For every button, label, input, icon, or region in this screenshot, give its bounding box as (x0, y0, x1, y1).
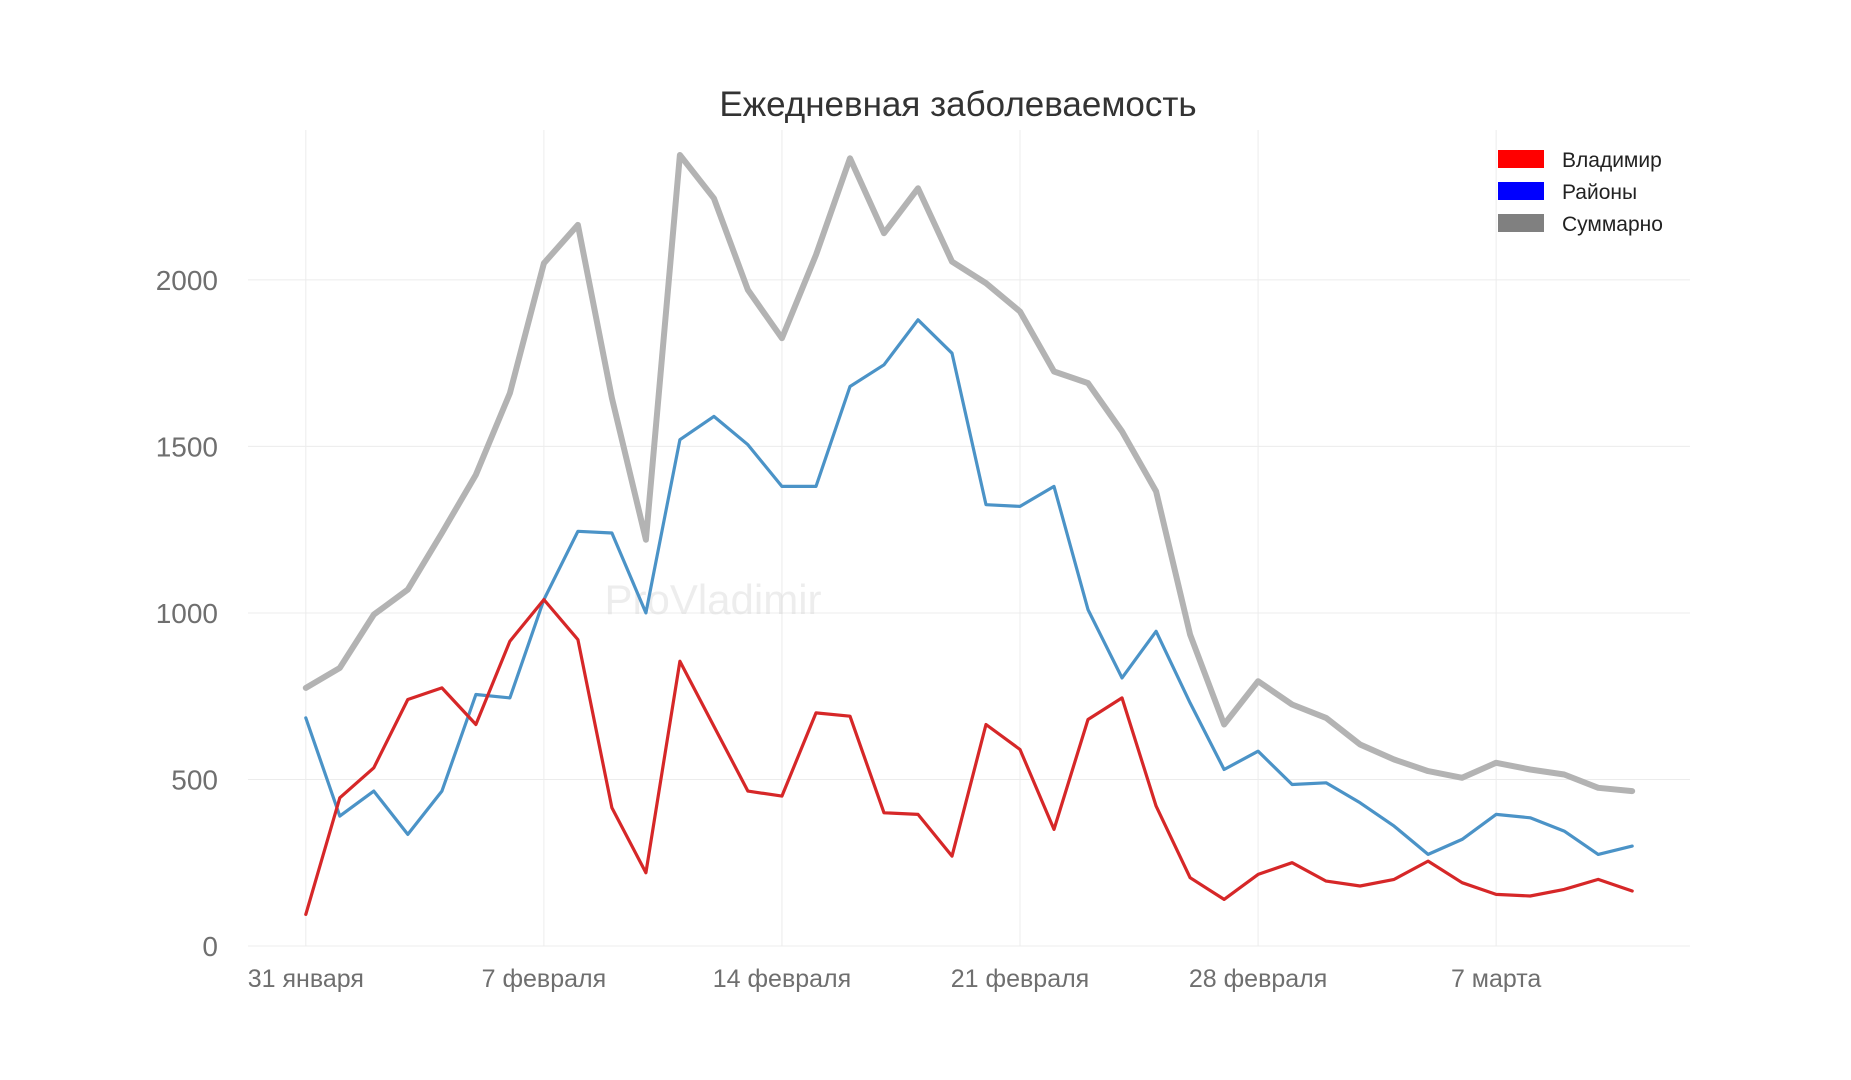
legend-swatch-vladimir (1498, 150, 1544, 168)
legend-swatch-districts (1498, 182, 1544, 200)
series-line-vladimir (304, 597, 1634, 917)
x-tick-label-1: 7 февраля (482, 965, 607, 993)
y-axis-tick-labels: 0 500 1000 1500 2000 (156, 265, 218, 962)
watermark: ProVladimir (604, 576, 821, 623)
y-tick-label-500: 500 (171, 764, 218, 795)
y-tick-label-1000: 1000 (156, 598, 218, 629)
legend-label-total: Суммарно (1562, 213, 1663, 236)
series-line-districts (304, 318, 1634, 857)
y-tick-label-0: 0 (202, 931, 218, 962)
legend-swatch-total (1498, 214, 1544, 232)
x-tick-label-5: 7 марта (1451, 965, 1541, 993)
x-gridlines (305, 130, 1497, 946)
x-axis-tick-labels: 31 января 7 февраля 14 февраля 21 февраля 28… (248, 965, 1542, 993)
series-lines (302, 152, 1636, 917)
legend-label-districts: Районы (1562, 181, 1637, 204)
y-tick-label-1500: 1500 (156, 431, 218, 462)
legend: Владимир Районы Суммарно (1498, 149, 1663, 236)
x-tick-label-3: 21 февраля (951, 965, 1089, 993)
x-tick-label-4: 28 февраля (1189, 965, 1327, 993)
series-line-total (302, 152, 1636, 795)
x-tick-label-0: 31 января (248, 965, 364, 993)
x-tick-label-2: 14 февраля (713, 965, 851, 993)
y-tick-label-2000: 2000 (156, 265, 218, 296)
legend-label-vladimir: Владимир (1562, 149, 1662, 172)
y-gridlines (248, 279, 1690, 947)
chart-title: Ежедневная заболеваемость (719, 85, 1196, 124)
